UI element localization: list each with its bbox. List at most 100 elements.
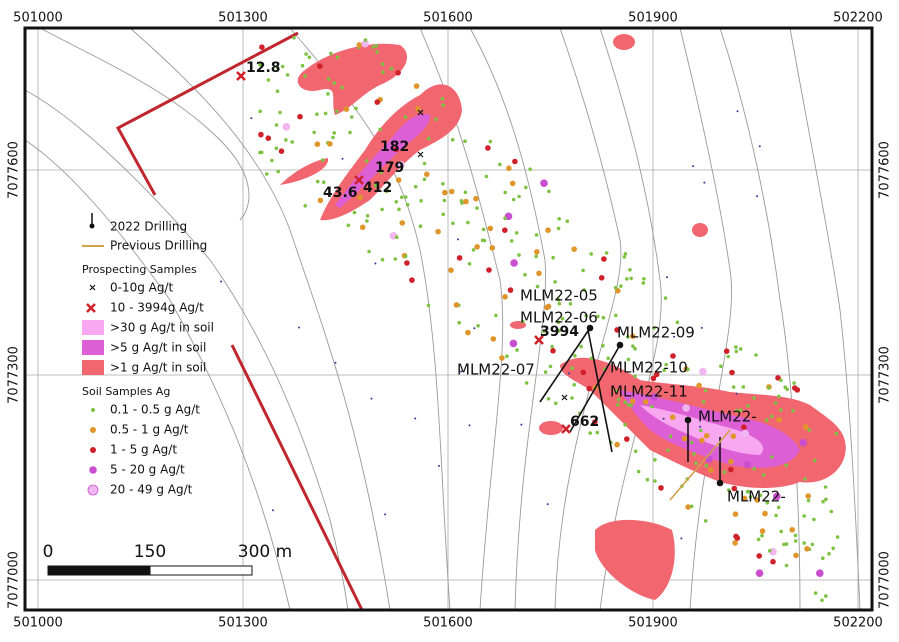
soil-dot [624, 436, 630, 442]
soil-dot [517, 194, 521, 199]
soil-dot [275, 65, 280, 70]
soil-dot [292, 35, 296, 40]
soil-dot [703, 181, 706, 184]
scale-label: 150 [134, 542, 166, 562]
soil-samples [220, 35, 840, 603]
soil-dot [557, 328, 561, 333]
soil-dot [312, 130, 317, 135]
soil-dot [367, 249, 371, 254]
soil-dot [414, 417, 417, 420]
soil-dot [399, 220, 406, 226]
soil-dot [509, 239, 514, 243]
soil-dot [642, 277, 646, 281]
x-tick-label: 501300 [218, 616, 268, 631]
soil-dot [397, 207, 401, 212]
soil-dot [335, 55, 340, 60]
soil-dot [274, 146, 279, 151]
soil-dot [824, 497, 828, 502]
soil-dot [746, 404, 750, 408]
x-tick-label: 501300 [218, 11, 268, 26]
soil-dot [545, 227, 551, 233]
soil-dot [731, 485, 738, 492]
soil-dot [399, 195, 404, 200]
soil-dot [317, 197, 324, 204]
soil-dot [773, 401, 778, 405]
soil-dot [573, 353, 577, 358]
soil-dot [754, 497, 760, 503]
soil-dot [274, 123, 279, 127]
soil-dot [572, 383, 576, 387]
soil-dot [633, 449, 638, 454]
soil-dot [546, 503, 549, 506]
soil-dot [300, 63, 305, 68]
soil-dot [764, 418, 769, 423]
soil-dot [775, 375, 781, 381]
soil-dot [774, 513, 778, 518]
soil-dot [442, 189, 448, 196]
soil-dot [810, 542, 815, 547]
soil-dot [802, 541, 806, 545]
soil-dot [317, 63, 323, 69]
soil-dot [542, 329, 546, 334]
soil-dot [728, 466, 734, 473]
soil-dot [782, 542, 786, 547]
y-tick-label: 7077300 [7, 346, 22, 404]
x-tick-label: 501000 [13, 11, 63, 26]
drill-label: MLM22- [727, 488, 786, 506]
soil-dot [626, 357, 631, 362]
soil-dot [643, 399, 649, 405]
soil-dot [761, 473, 766, 477]
soil-dot [582, 288, 586, 292]
soil-dot [448, 267, 454, 274]
soil-dot [554, 401, 558, 406]
soil-dot [728, 458, 734, 465]
soil-dot [741, 424, 747, 431]
y-tick-label: 7077300 [878, 346, 893, 404]
soil-dot [510, 259, 518, 267]
soil-dot [606, 356, 610, 361]
soil-dot [275, 89, 280, 93]
soil-dot [784, 463, 788, 468]
soil-dot [489, 245, 496, 251]
soil-dot [699, 428, 703, 433]
soil-dot [821, 499, 825, 504]
soil-dot [692, 452, 696, 456]
map-frame [23, 26, 874, 612]
soil-dot [807, 428, 811, 432]
soil-dot [365, 214, 370, 218]
soil-dot [793, 539, 798, 543]
soil-dot [614, 313, 618, 318]
soil-dot [481, 227, 486, 232]
soil-dot [521, 319, 525, 324]
soil-dot [326, 77, 331, 81]
soil-dot [450, 137, 455, 142]
soil-dot [589, 356, 594, 361]
soil-dot [440, 96, 445, 101]
soil-dot [565, 219, 570, 223]
soil-dot [304, 52, 308, 56]
soil-dot [581, 268, 585, 273]
soil-dot [460, 370, 463, 373]
soil-dot [550, 344, 554, 349]
soil-dot [623, 252, 628, 256]
soil-dot [628, 268, 632, 272]
soil-dot [756, 195, 758, 198]
soil-dot [631, 344, 635, 349]
soil-dot [488, 139, 493, 144]
prospecting-samples [236, 71, 571, 434]
soil-dot [770, 558, 776, 565]
soil-dot [685, 504, 691, 510]
soil-dot [520, 423, 523, 426]
soil-dot [669, 414, 676, 421]
soil-dot [743, 460, 751, 469]
soil-dot [570, 366, 574, 371]
soil-dot [776, 416, 782, 423]
soil-dot [732, 540, 738, 546]
soil-dot [512, 158, 518, 165]
soil-dot [759, 528, 766, 534]
soil-dot [779, 408, 783, 412]
soil-dot [802, 424, 809, 430]
soil-dot [658, 485, 664, 491]
soil-dot [473, 327, 476, 330]
soil-dot [502, 227, 508, 233]
